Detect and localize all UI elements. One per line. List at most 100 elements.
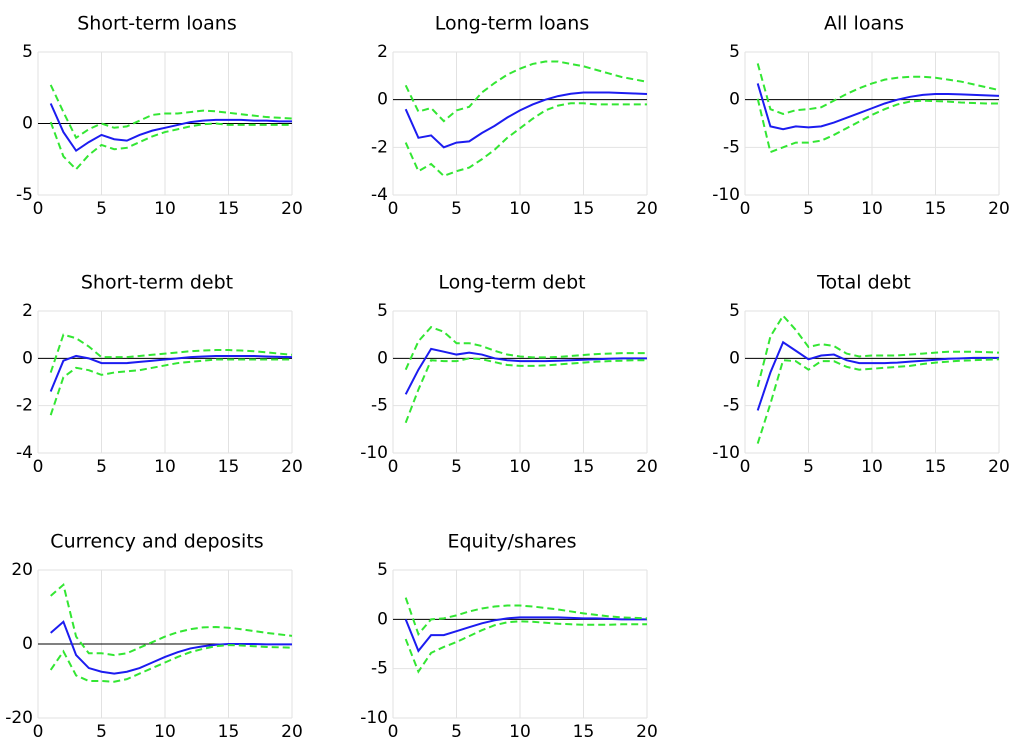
series-line <box>756 358 1000 444</box>
y-tick-label: 0 <box>22 114 33 134</box>
panel-title: Equity/shares <box>447 531 576 553</box>
y-tick-label: 0 <box>729 90 740 110</box>
x-tick-label: 10 <box>154 457 176 477</box>
x-tick-label: 5 <box>451 457 462 477</box>
x-tick-label: 0 <box>740 199 751 219</box>
x-tick-label: 0 <box>388 199 399 219</box>
x-tick-label: 15 <box>573 457 595 477</box>
y-tick-label: -20 <box>5 708 33 728</box>
series-line <box>49 333 293 373</box>
x-tick-label: 10 <box>861 199 883 219</box>
x-tick-label: 15 <box>573 722 595 740</box>
series-line <box>50 582 293 657</box>
panel-title: Long-term debt <box>438 272 585 294</box>
y-tick-label: 0 <box>22 634 33 654</box>
x-tick-label: 5 <box>803 199 814 219</box>
y-tick-label: -10 <box>360 443 388 463</box>
x-tick-label: 0 <box>388 457 399 477</box>
series-line <box>404 91 648 149</box>
x-tick-label: 10 <box>509 199 531 219</box>
panel-title: All loans <box>824 13 904 35</box>
series-line <box>49 84 293 140</box>
series-line <box>404 616 647 653</box>
x-tick-label: 20 <box>281 457 303 477</box>
y-tick-label: -2 <box>371 137 388 157</box>
y-tick-label: 20 <box>11 560 33 580</box>
y-tick-label: 5 <box>729 301 740 321</box>
series-line <box>756 83 1000 131</box>
x-tick-label: 0 <box>33 457 44 477</box>
y-tick-label: -10 <box>712 443 740 463</box>
y-tick-label: -5 <box>723 137 740 157</box>
series-line <box>756 340 999 411</box>
x-tick-label: 0 <box>33 722 44 740</box>
series-line <box>404 357 647 424</box>
y-tick-label: 5 <box>22 42 33 62</box>
series-line <box>404 60 648 123</box>
x-tick-label: 15 <box>218 457 240 477</box>
x-tick-label: 20 <box>988 199 1010 219</box>
x-tick-label: 5 <box>451 199 462 219</box>
x-tick-label: 10 <box>154 199 176 219</box>
y-tick-label: 0 <box>729 348 740 368</box>
x-tick-label: 20 <box>281 722 303 740</box>
y-tick-label: 5 <box>377 560 388 580</box>
series-line <box>756 314 1000 387</box>
x-tick-label: 0 <box>740 457 751 477</box>
y-tick-label: 0 <box>377 90 388 110</box>
x-tick-label: 5 <box>803 457 814 477</box>
y-tick-label: -4 <box>371 185 388 205</box>
y-tick-label: -10 <box>360 708 388 728</box>
x-tick-label: 20 <box>636 457 658 477</box>
x-tick-label: 20 <box>636 199 658 219</box>
x-tick-label: 15 <box>925 457 947 477</box>
y-tick-label: 0 <box>377 609 388 629</box>
x-tick-label: 20 <box>281 199 303 219</box>
y-tick-label: -2 <box>16 396 33 416</box>
series-line <box>404 620 647 674</box>
series-line <box>404 597 648 637</box>
y-tick-label: -5 <box>16 185 33 205</box>
x-tick-label: 0 <box>33 199 44 219</box>
series-line <box>404 347 647 395</box>
y-tick-label: 0 <box>22 348 33 368</box>
y-tick-label: 2 <box>377 42 388 62</box>
y-tick-label: 2 <box>22 301 33 321</box>
x-tick-label: 20 <box>636 722 658 740</box>
x-tick-label: 20 <box>988 457 1010 477</box>
y-tick-label: -5 <box>371 659 388 679</box>
y-tick-label: -5 <box>371 396 388 416</box>
x-tick-label: 15 <box>925 199 947 219</box>
series-line <box>49 644 293 683</box>
x-tick-label: 15 <box>573 199 595 219</box>
series-line <box>404 325 647 371</box>
x-tick-label: 5 <box>451 722 462 740</box>
y-tick-label: -10 <box>712 185 740 205</box>
panel-title: Total debt <box>816 272 911 294</box>
panel-title: Short-term loans <box>77 13 237 35</box>
x-tick-label: 15 <box>218 722 240 740</box>
panel-title: Long-term loans <box>435 13 590 35</box>
series-line <box>756 98 999 154</box>
x-tick-label: 5 <box>96 457 107 477</box>
y-tick-label: -5 <box>723 396 740 416</box>
y-tick-label: 0 <box>377 348 388 368</box>
series-line <box>49 358 292 416</box>
panel-title: Currency and deposits <box>50 531 263 553</box>
series-line <box>49 354 293 392</box>
y-tick-label: 5 <box>377 301 388 321</box>
x-tick-label: 10 <box>861 457 883 477</box>
series-line <box>404 102 647 178</box>
series-line <box>50 620 292 675</box>
y-tick-label: -4 <box>16 443 33 463</box>
x-tick-label: 5 <box>96 199 107 219</box>
series-line <box>756 63 1000 116</box>
x-tick-label: 10 <box>509 722 531 740</box>
x-tick-label: 15 <box>218 199 240 219</box>
x-tick-label: 0 <box>388 722 399 740</box>
x-tick-label: 10 <box>154 722 176 740</box>
panel-title: Short-term debt <box>81 272 233 294</box>
x-tick-label: 5 <box>96 722 107 740</box>
y-tick-label: 5 <box>729 42 740 62</box>
